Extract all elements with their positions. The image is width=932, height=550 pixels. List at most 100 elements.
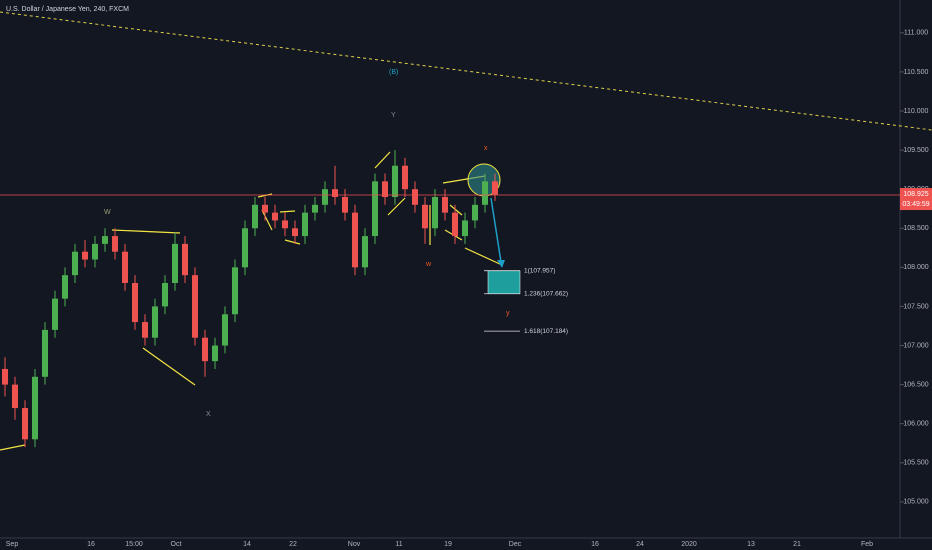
candle-body (392, 165, 398, 197)
candle-body (52, 298, 58, 330)
candle-body (462, 220, 468, 237)
y-tick-label: 108.500 (903, 225, 928, 232)
candle-body (292, 228, 298, 237)
wave-label: w (425, 261, 432, 268)
x-tick-label: 24 (636, 541, 644, 548)
candle-body (142, 322, 148, 338)
candle-body (132, 282, 138, 323)
candle-body (312, 204, 318, 213)
candle-body (322, 189, 328, 205)
wave-label: W (104, 209, 111, 216)
x-tick-label: Oct (171, 541, 182, 548)
candle-body (172, 243, 178, 283)
candle-body (472, 204, 478, 221)
y-tick-label: 107.000 (903, 342, 928, 349)
price-label: 108.925 (903, 191, 928, 198)
candle-body (152, 306, 158, 338)
candle-body (272, 212, 278, 221)
x-tick-label: 16 (591, 541, 599, 548)
wave-label: y (506, 310, 510, 317)
candle-body (412, 189, 418, 205)
candle-body (12, 384, 18, 409)
wave-label: Y (391, 112, 396, 119)
candle-body (62, 275, 68, 299)
candle-body (372, 181, 378, 237)
wave-label: x (484, 145, 488, 152)
y-tick-label: 106.500 (903, 381, 928, 388)
x-tick-label: 21 (793, 541, 801, 548)
candle-body (352, 212, 358, 268)
x-tick-label: 22 (289, 541, 297, 548)
candle-body (442, 196, 448, 213)
y-tick-label: 108.000 (903, 264, 928, 271)
candle-body (252, 204, 258, 229)
candle-body (432, 196, 438, 229)
countdown: 03:49:59 (902, 201, 929, 208)
trend-line (0, 11, 932, 131)
candle-body (32, 376, 38, 440)
candle-body (262, 204, 268, 213)
candle-body (42, 329, 48, 377)
x-tick-label: 11 (395, 541, 402, 548)
x-tick-label: 13 (747, 541, 755, 548)
target-zone (487, 270, 521, 295)
y-tick-label: 110.000 (904, 108, 929, 115)
y-tick-label: 110.500 (904, 69, 929, 76)
candle-body (482, 181, 488, 205)
candle-body (332, 189, 338, 197)
candle-body (302, 212, 308, 237)
candle-body (402, 165, 408, 190)
candle-body (282, 220, 288, 229)
y-tick-label: 105.000 (903, 499, 928, 506)
x-tick-label: 15:00 (125, 541, 143, 548)
candle-body (122, 251, 128, 283)
candle-body (362, 236, 368, 268)
x-tick-label: 19 (444, 541, 452, 548)
y-tick-label: 105.500 (903, 460, 928, 467)
candle-body (492, 181, 498, 195)
price-box (900, 188, 932, 211)
pattern-lines (0, 151, 503, 451)
y-tick-label: 106.000 (903, 421, 928, 428)
candle-body (452, 212, 458, 237)
candle-body (222, 314, 228, 346)
candles (2, 150, 498, 448)
candle-body (242, 228, 248, 268)
candle-body (112, 236, 118, 252)
projection-arrow (490, 197, 502, 263)
fib-label: 1.236(107.662) (524, 290, 568, 297)
fib-label: 1(107.957) (524, 267, 555, 274)
candle-body (202, 337, 208, 362)
candle-body (22, 408, 28, 440)
wave-label: (B) (389, 69, 398, 76)
wave-labels: W X Y (B) w x y (104, 69, 510, 418)
fib-label: 1.618(107.184) (524, 328, 568, 335)
y-tick-label: 109.500 (903, 147, 928, 154)
candle-body (92, 243, 98, 260)
x-tick-label: 16 (87, 541, 95, 548)
candle-body (72, 251, 78, 276)
x-tick-label: 14 (243, 541, 251, 548)
x-tick-label: 2020 (681, 541, 697, 548)
candle-body (232, 267, 238, 315)
candle-body (162, 282, 168, 307)
y-tick-label: 111.000 (904, 30, 928, 37)
candle-body (2, 368, 8, 385)
candle-body (182, 243, 188, 276)
chart-title: U.S. Dollar / Japanese Yen, 240, FXCM (6, 6, 129, 13)
candle-body (382, 181, 388, 197)
candle-body (192, 275, 198, 338)
x-tick-label: Sep (6, 541, 19, 548)
candle-body (82, 251, 88, 260)
wave-label: X (206, 411, 211, 418)
candle-body (342, 196, 348, 213)
candle-body (102, 236, 108, 244)
candle-body (212, 345, 218, 362)
x-tick-label: Feb (861, 541, 873, 548)
x-tick-label: Nov (348, 541, 361, 548)
y-tick-label: 107.500 (903, 303, 928, 310)
x-tick-label: Dec (509, 541, 522, 548)
